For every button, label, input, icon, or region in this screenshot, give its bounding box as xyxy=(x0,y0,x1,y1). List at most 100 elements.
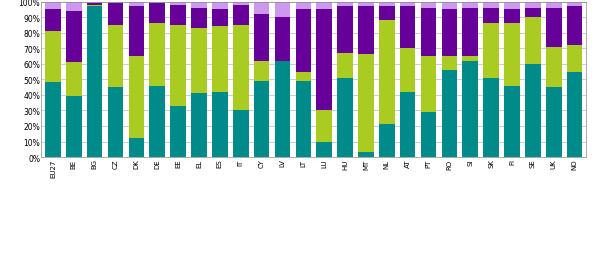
Bar xyxy=(212,3,228,10)
Bar xyxy=(567,7,583,46)
Bar xyxy=(337,78,353,157)
Bar xyxy=(567,46,583,72)
Bar xyxy=(254,3,269,15)
Bar xyxy=(316,10,332,111)
Bar xyxy=(45,32,61,83)
Bar xyxy=(87,4,102,6)
Bar xyxy=(442,57,457,71)
Bar xyxy=(254,82,269,157)
Bar xyxy=(149,86,165,157)
Bar xyxy=(170,3,186,6)
Bar xyxy=(504,10,520,24)
Bar xyxy=(233,3,249,6)
Bar xyxy=(442,3,457,10)
Bar xyxy=(295,72,311,82)
Bar xyxy=(275,61,290,157)
Bar xyxy=(546,88,562,157)
Bar xyxy=(462,61,478,157)
Bar xyxy=(504,3,520,10)
Bar xyxy=(108,4,123,26)
Bar xyxy=(45,3,61,10)
Bar xyxy=(191,9,207,29)
Bar xyxy=(212,92,228,157)
Bar xyxy=(233,26,249,111)
Bar xyxy=(400,3,416,7)
Bar xyxy=(191,29,207,94)
Bar xyxy=(149,3,165,4)
Bar xyxy=(66,97,82,157)
Bar xyxy=(525,9,540,18)
Legend: Indústria, Construção, Serviços, Agricultura: Indústria, Construção, Serviços, Agricul… xyxy=(166,252,461,254)
Bar xyxy=(358,3,374,7)
Bar xyxy=(316,3,332,10)
Bar xyxy=(170,106,186,157)
Bar xyxy=(379,3,395,7)
Bar xyxy=(191,94,207,157)
Bar xyxy=(275,3,290,18)
Bar xyxy=(295,3,311,10)
Bar xyxy=(358,55,374,153)
Bar xyxy=(525,3,540,9)
Bar xyxy=(337,54,353,78)
Bar xyxy=(421,113,436,157)
Bar xyxy=(108,26,123,88)
Bar xyxy=(337,7,353,54)
Bar xyxy=(358,153,374,157)
Bar xyxy=(66,63,82,97)
Bar xyxy=(546,3,562,9)
Bar xyxy=(421,3,436,9)
Bar xyxy=(191,3,207,9)
Bar xyxy=(462,3,478,9)
Bar xyxy=(483,9,499,24)
Bar xyxy=(170,26,186,106)
Bar xyxy=(546,9,562,47)
Bar xyxy=(316,111,332,142)
Bar xyxy=(567,3,583,7)
Bar xyxy=(525,65,540,157)
Bar xyxy=(66,3,82,12)
Bar xyxy=(483,78,499,157)
Bar xyxy=(254,61,269,82)
Bar xyxy=(442,10,457,57)
Bar xyxy=(212,10,228,27)
Bar xyxy=(212,27,228,92)
Bar xyxy=(400,7,416,49)
Bar xyxy=(337,3,353,7)
Bar xyxy=(421,57,436,113)
Bar xyxy=(400,92,416,157)
Bar xyxy=(567,72,583,157)
Bar xyxy=(128,3,144,7)
Bar xyxy=(442,71,457,157)
Bar xyxy=(170,6,186,26)
Bar xyxy=(295,82,311,157)
Bar xyxy=(483,3,499,9)
Bar xyxy=(400,49,416,92)
Bar xyxy=(149,4,165,24)
Bar xyxy=(108,3,123,4)
Bar xyxy=(462,9,478,57)
Bar xyxy=(421,9,436,57)
Bar xyxy=(504,24,520,86)
Bar xyxy=(504,86,520,157)
Bar xyxy=(254,15,269,61)
Bar xyxy=(108,88,123,157)
Bar xyxy=(316,142,332,157)
Bar xyxy=(66,12,82,63)
Bar xyxy=(45,10,61,32)
Bar xyxy=(128,57,144,139)
Bar xyxy=(546,47,562,88)
Bar xyxy=(149,24,165,86)
Bar xyxy=(233,6,249,26)
Bar xyxy=(295,10,311,72)
Bar xyxy=(379,125,395,157)
Bar xyxy=(233,111,249,157)
Bar xyxy=(275,18,290,61)
Bar xyxy=(128,139,144,157)
Bar xyxy=(87,3,102,4)
Bar xyxy=(128,7,144,57)
Bar xyxy=(358,7,374,55)
Bar xyxy=(87,7,102,157)
Bar xyxy=(87,6,102,7)
Bar xyxy=(483,24,499,78)
Bar xyxy=(379,7,395,21)
